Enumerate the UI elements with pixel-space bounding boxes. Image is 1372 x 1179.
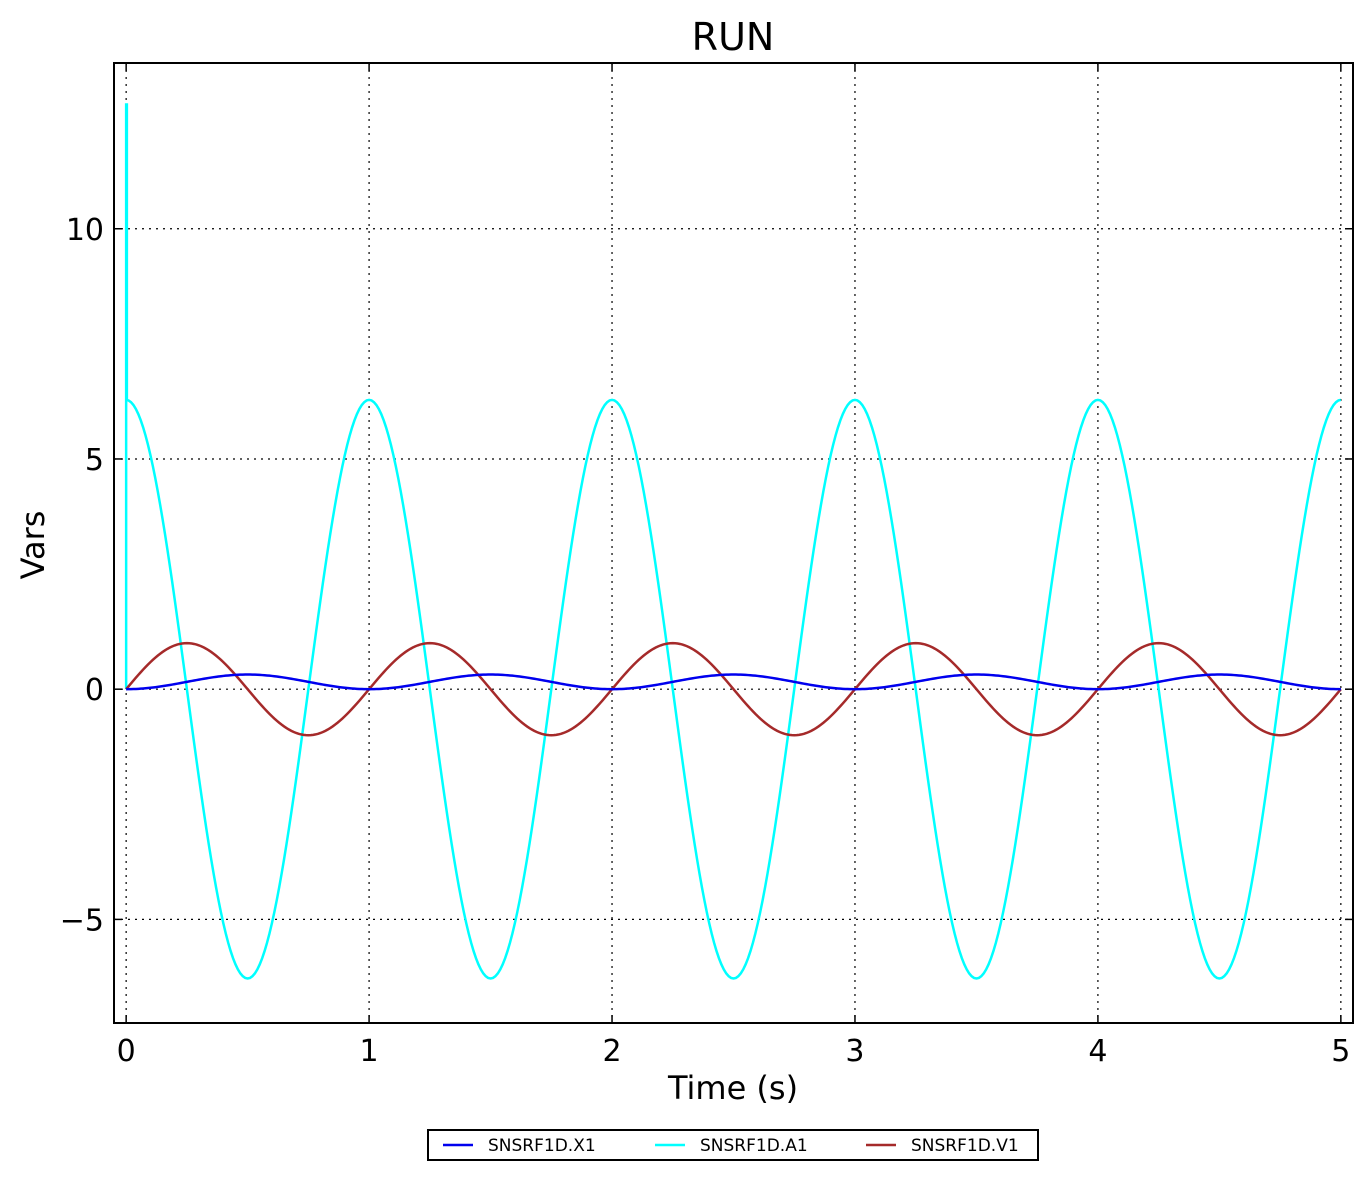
x-tick-label: 0 [117,1034,136,1069]
x-tick-label: 5 [1331,1034,1350,1069]
x-axis-label: Time (s) [667,1069,798,1107]
y-tick-label: 5 [85,443,104,478]
y-tick-label: −5 [60,903,104,938]
axis-ticks: 0 1 2 3 4 5 −5 0 5 10 [60,63,1353,1069]
series-line-snsrf1d-v1 [125,641,1342,737]
x-tick-label: 1 [360,1034,379,1069]
legend-box [427,1129,1039,1161]
y-tick-label: 10 [66,213,104,248]
x-tick-label: 4 [1088,1034,1107,1069]
chart-title: RUN [692,15,775,59]
y-tick-label: 0 [85,673,104,708]
legend-entry-label: SNSRF1D.A1 [700,1136,808,1156]
x-tick-label: 3 [845,1034,864,1069]
plot-frame [113,62,1354,1024]
y-axis-label: Vars [14,511,52,580]
series-line-snsrf1d-a1 [124,103,1342,980]
legend-entry-label: SNSRF1D.X1 [488,1136,596,1156]
legend-entry-label: SNSRF1D.V1 [911,1136,1019,1156]
grid-lines [114,63,1353,1023]
x-tick-label: 2 [602,1034,621,1069]
series-line-snsrf1d-x1 [126,673,1341,691]
series-lines [124,103,1342,980]
legend: SNSRF1D.X1 SNSRF1D.A1 SNSRF1D.V1 [427,1129,1039,1161]
